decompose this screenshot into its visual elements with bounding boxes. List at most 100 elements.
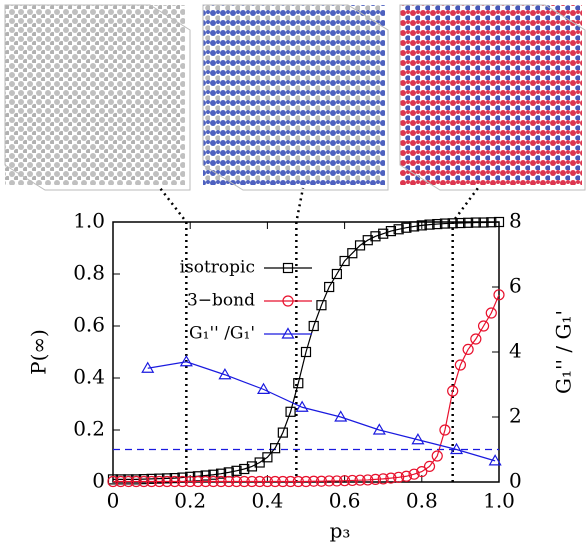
square-marker <box>316 300 327 311</box>
circle-marker <box>161 475 173 488</box>
circle-marker <box>277 475 289 488</box>
square-marker <box>354 240 366 251</box>
square-marker <box>439 218 451 229</box>
square-marker <box>277 427 288 438</box>
triangle-marker <box>218 368 232 380</box>
circle-marker <box>393 471 405 483</box>
square-marker <box>378 228 389 239</box>
legend-label: G₁'' /G₁' <box>189 324 255 344</box>
circle-marker <box>153 475 165 488</box>
square-marker <box>416 220 427 231</box>
circle-marker <box>115 475 127 488</box>
circle-marker <box>315 475 328 487</box>
circle-marker <box>323 475 335 487</box>
circle-marker <box>431 450 443 462</box>
circle-marker <box>230 475 243 488</box>
circle-marker <box>439 424 451 436</box>
square-marker <box>401 222 412 233</box>
circle-marker <box>400 470 412 482</box>
series-line <box>147 361 496 462</box>
circle-marker <box>369 473 382 485</box>
square-marker <box>486 217 497 228</box>
series-line <box>113 221 500 480</box>
legend-marker <box>282 295 294 307</box>
square-marker <box>262 452 273 463</box>
circle-marker <box>284 475 297 488</box>
square-marker <box>478 217 489 228</box>
square-marker <box>208 469 219 480</box>
circle-marker <box>200 475 212 488</box>
square-marker <box>339 255 350 267</box>
circle-marker <box>339 475 351 487</box>
square-marker <box>393 224 404 235</box>
circle-marker <box>107 475 119 488</box>
circle-marker <box>184 475 196 488</box>
triangle-marker <box>488 454 502 466</box>
circle-marker <box>385 472 397 484</box>
square-marker <box>293 378 304 389</box>
y2-tick-label: 4 <box>509 339 522 363</box>
square-marker <box>493 216 505 228</box>
circle-marker <box>146 475 158 488</box>
x-tick-label: 0.2 <box>174 489 206 513</box>
circle-marker <box>447 385 459 397</box>
square-marker <box>470 217 481 228</box>
snapshot-mixed <box>202 4 389 191</box>
circle-marker <box>377 473 389 485</box>
circle-marker <box>169 475 181 488</box>
circle-marker <box>416 466 428 478</box>
square-marker <box>447 218 458 229</box>
x-tick-label: 0.4 <box>251 489 283 513</box>
triangle-marker <box>256 382 271 394</box>
circle-marker <box>138 475 150 488</box>
square-marker <box>300 346 312 358</box>
y-axis-label: P(∞) <box>27 329 51 375</box>
circle-marker <box>269 475 281 488</box>
triangle-marker <box>449 442 464 455</box>
x-axis-label: p₃ <box>330 519 351 543</box>
triangle-marker <box>372 423 386 435</box>
circle-marker <box>462 343 474 355</box>
snapshots <box>4 4 586 191</box>
circle-marker <box>331 475 343 487</box>
circle-marker <box>308 475 320 487</box>
square-marker <box>270 443 281 454</box>
y2-tick-label: 8 <box>509 209 522 233</box>
square-marker <box>231 465 242 476</box>
circle-marker <box>192 475 204 488</box>
circle-marker <box>261 475 273 488</box>
circle-marker <box>354 474 366 486</box>
y2-tick-label: 0 <box>509 469 522 493</box>
square-marker <box>463 217 474 228</box>
snapshot-3bond <box>399 4 586 191</box>
square-marker <box>424 219 435 230</box>
y-tick-label: 0 <box>92 469 105 493</box>
square-marker <box>370 231 381 242</box>
square-marker <box>408 221 420 232</box>
circle-marker <box>470 333 482 345</box>
x-tick-label: 0.6 <box>329 489 361 513</box>
circle-marker <box>130 475 142 488</box>
circle-marker <box>238 475 250 488</box>
square-marker <box>347 248 358 259</box>
triangle-marker <box>334 410 348 422</box>
triangle-marker <box>179 355 193 367</box>
square-marker <box>239 463 250 475</box>
circle-marker <box>423 460 436 472</box>
legend-label: isotropic <box>180 258 255 278</box>
square-marker <box>285 406 296 417</box>
circle-marker <box>300 475 312 488</box>
y-tick-label: 0.4 <box>73 365 105 389</box>
triangle-marker <box>411 433 425 445</box>
legend-marker <box>281 327 295 339</box>
triangle-marker <box>295 400 309 412</box>
snapshot-marker <box>295 187 305 482</box>
circle-marker <box>176 475 189 488</box>
square-marker <box>200 470 211 481</box>
legend-label: 3−bond <box>187 291 255 311</box>
triangle-marker <box>141 361 155 373</box>
square-marker <box>324 281 335 293</box>
circle-marker <box>246 475 258 488</box>
legend: isotropic 3−bond G₁'' /G₁' <box>180 258 312 344</box>
